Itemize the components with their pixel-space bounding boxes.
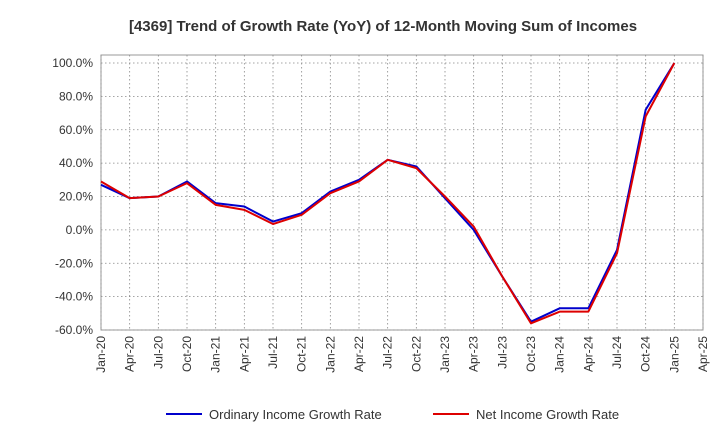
x-tick-label: Jul-21 bbox=[266, 336, 280, 369]
x-tick-label: Jan-20 bbox=[94, 336, 108, 373]
x-tick-label: Jan-22 bbox=[323, 336, 337, 373]
x-tick-label: Apr-21 bbox=[237, 336, 251, 372]
y-tick-label: 80.0% bbox=[59, 89, 93, 103]
x-tick-label: Jul-20 bbox=[151, 336, 165, 369]
x-tick-label: Oct-22 bbox=[409, 336, 423, 372]
series-line-2 bbox=[100, 62, 676, 325]
x-tick-label: Oct-20 bbox=[180, 336, 194, 372]
x-tick-label: Apr-20 bbox=[123, 336, 137, 372]
x-tick-label: Oct-21 bbox=[295, 336, 309, 372]
y-tick-label: 40.0% bbox=[59, 156, 93, 170]
x-tick-label: Jan-23 bbox=[438, 336, 452, 373]
y-tick-label: 20.0% bbox=[59, 190, 93, 204]
x-tick-label: Jan-24 bbox=[553, 336, 567, 373]
chart-title: [4369] Trend of Growth Rate (YoY) of 12-… bbox=[129, 18, 637, 35]
y-tick-label: 60.0% bbox=[59, 123, 93, 137]
legend-label-2: Net Income Growth Rate bbox=[476, 407, 619, 422]
legend: Ordinary Income Growth Rate Net Income Gr… bbox=[166, 407, 619, 422]
y-tick-label: -40.0% bbox=[55, 290, 93, 304]
x-tick-label: Apr-23 bbox=[467, 336, 481, 372]
x-tick-label: Apr-25 bbox=[696, 336, 710, 372]
x-tick-label: Oct-24 bbox=[639, 336, 653, 372]
x-tick-label: Jan-21 bbox=[209, 336, 223, 373]
x-tick-label: Jan-25 bbox=[667, 336, 681, 373]
x-tick-label: Oct-23 bbox=[524, 336, 538, 372]
y-tick-label: -20.0% bbox=[55, 256, 93, 270]
x-axis-tick-labels: Jan-20 Apr-20 Jul-20 Oct-20 Jan-21 Apr-21 Jul-… bbox=[94, 336, 710, 373]
x-tick-label: Jul-22 bbox=[381, 336, 395, 369]
series-lines bbox=[100, 62, 676, 325]
y-tick-label: -60.0% bbox=[55, 323, 93, 337]
y-tick-label: 0.0% bbox=[66, 223, 94, 237]
y-axis-tick-labels: 100.0% 80.0% 60.0% 40.0% 20.0% 0.0% -20.0% -40.… bbox=[52, 56, 93, 337]
x-tick-label: Apr-24 bbox=[581, 336, 595, 372]
x-tick-label: Jul-23 bbox=[495, 336, 509, 369]
x-tick-label: Apr-22 bbox=[352, 336, 366, 372]
legend-label-1: Ordinary Income Growth Rate bbox=[209, 407, 382, 422]
y-tick-label: 100.0% bbox=[52, 56, 93, 70]
x-gridlines bbox=[100, 55, 704, 330]
x-tick-label: Jul-24 bbox=[610, 336, 624, 369]
